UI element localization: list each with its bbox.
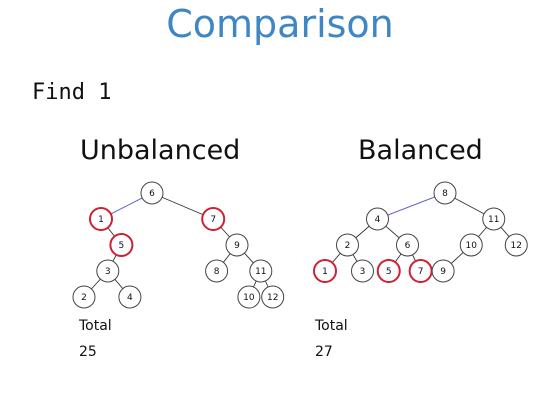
node-5 <box>376 259 401 283</box>
node-label-11: 11 <box>488 215 499 225</box>
node-10 <box>237 285 261 309</box>
node-7 <box>201 207 226 231</box>
node-label-9: 9 <box>440 267 446 277</box>
node-11 <box>482 207 506 231</box>
unbalanced-tree: 6 1 7 5 9 3 8 11 2 4 10 12 <box>72 181 285 309</box>
node-label-2: 2 <box>81 293 87 303</box>
node-9 <box>225 233 249 257</box>
edge-8-4 <box>377 192 446 220</box>
balanced-total-value: 27 <box>315 344 333 360</box>
node-4 <box>366 207 389 231</box>
node-label-3: 3 <box>105 267 111 277</box>
node-label-7: 7 <box>210 215 216 225</box>
node-label-6: 6 <box>149 189 155 199</box>
node-label-9: 9 <box>234 241 240 251</box>
node-label-6: 6 <box>405 241 411 251</box>
node-label-5: 5 <box>119 241 125 251</box>
node-label-7: 7 <box>418 267 424 277</box>
balanced-tree-title: Balanced <box>358 135 483 166</box>
unbalanced-tree-title: Unbalanced <box>80 135 241 166</box>
node-4 <box>118 285 142 309</box>
node-8 <box>433 181 457 205</box>
node-5 <box>109 233 134 257</box>
node-3 <box>351 259 374 283</box>
node-6 <box>396 233 419 257</box>
balanced-tree: 8 4 11 2 6 10 12 1 3 5 7 9 <box>313 181 528 283</box>
unbalanced-total-value: 25 <box>79 344 97 360</box>
node-label-10: 10 <box>243 293 255 303</box>
node-label-10: 10 <box>466 241 478 251</box>
node-label-12: 12 <box>511 241 522 251</box>
node-12 <box>261 285 285 309</box>
node-10 <box>459 233 483 257</box>
node-2 <box>72 285 96 309</box>
node-label-5: 5 <box>386 267 392 277</box>
node-label-4: 4 <box>127 293 133 303</box>
node-label-11: 11 <box>255 267 266 277</box>
node-label-3: 3 <box>360 267 366 277</box>
query-text: Find 1 <box>32 80 112 105</box>
node-label-2: 2 <box>345 241 351 251</box>
node-2 <box>336 233 359 257</box>
node-8 <box>205 259 229 283</box>
node-3 <box>96 259 120 283</box>
node-9 <box>431 259 455 283</box>
node-6 <box>140 181 164 205</box>
balanced-total-label: Total <box>315 318 348 334</box>
node-label-8: 8 <box>442 189 448 199</box>
node-11 <box>249 259 273 283</box>
node-1 <box>89 207 113 231</box>
node-label-1: 1 <box>322 267 328 277</box>
node-label-1: 1 <box>98 215 104 225</box>
node-label-8: 8 <box>214 267 220 277</box>
unbalanced-total-label: Total <box>79 318 112 334</box>
node-label-4: 4 <box>375 215 381 225</box>
slide-title: Comparison <box>166 2 394 46</box>
node-12 <box>504 233 528 257</box>
node-label-12: 12 <box>267 293 278 303</box>
node-1 <box>313 259 337 283</box>
